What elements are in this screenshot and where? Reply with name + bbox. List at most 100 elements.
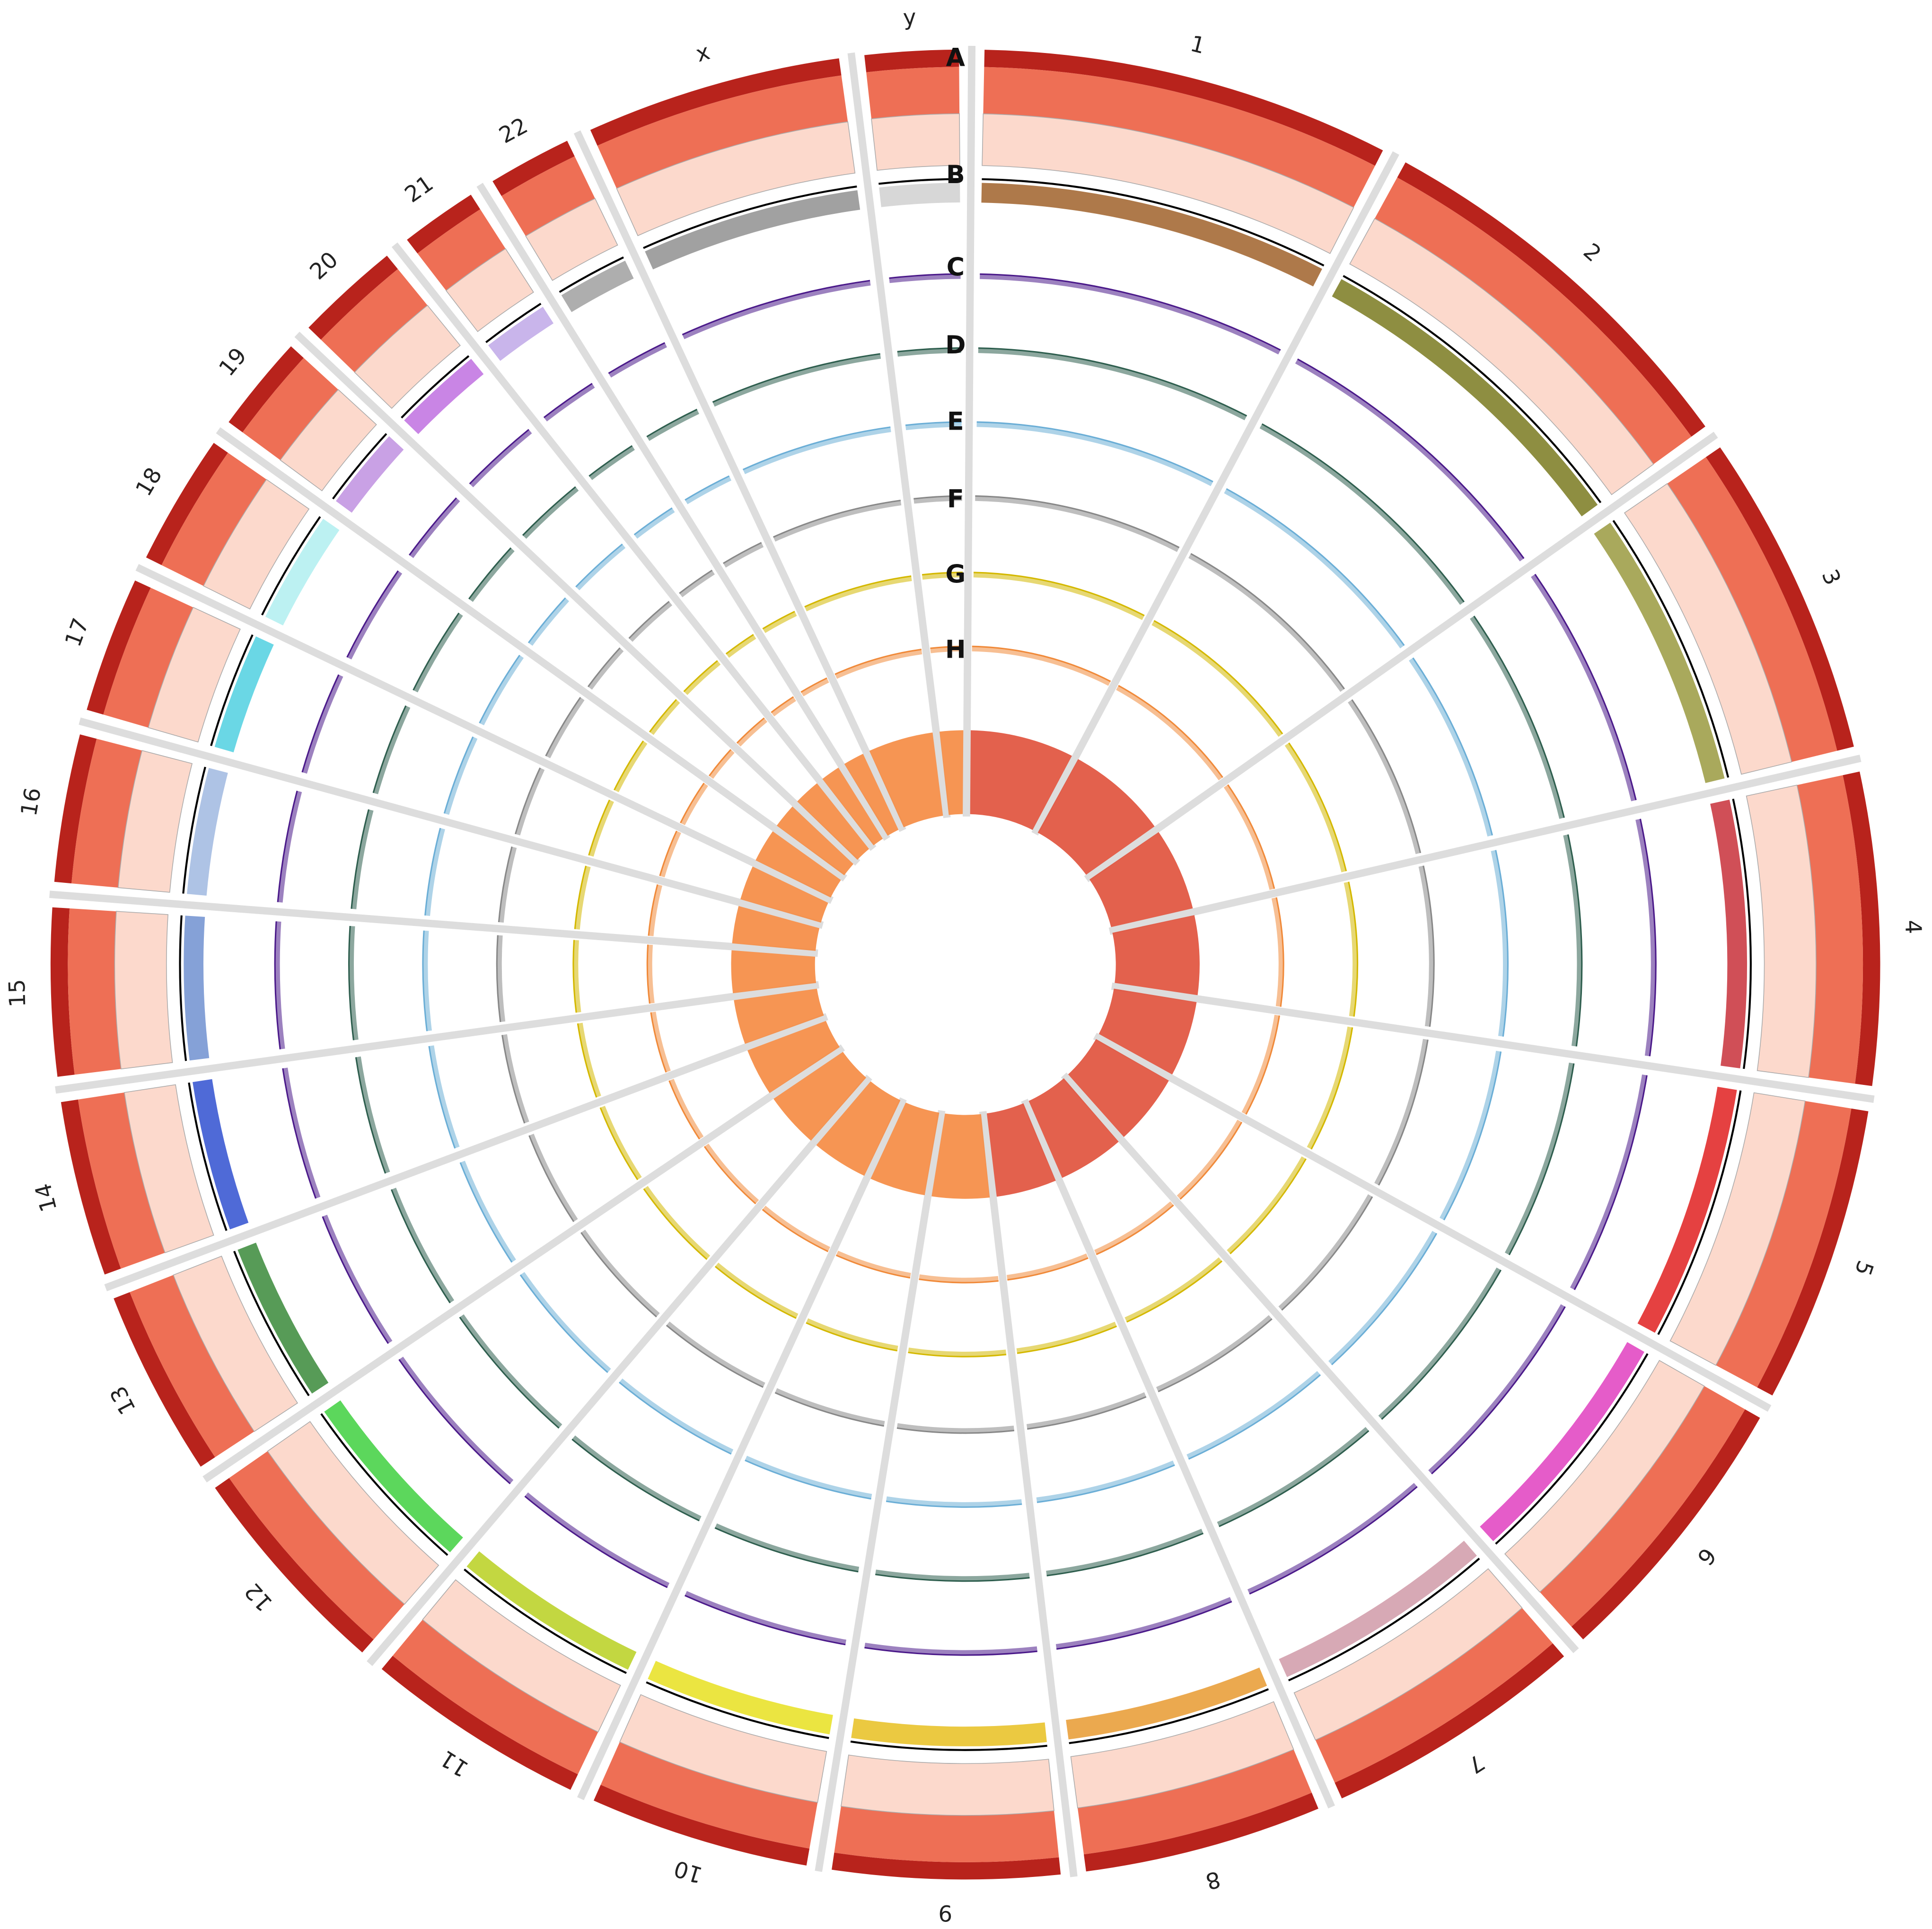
track-baseline: [1027, 1396, 1147, 1430]
heatmap-band: [1037, 759, 1155, 876]
track-baseline: [588, 799, 610, 856]
track-baseline: [774, 1392, 884, 1427]
track-baseline: [496, 935, 501, 1022]
track-baseline: [459, 1316, 560, 1429]
track-baseline: [274, 921, 281, 1049]
outer-band: [1084, 1792, 1318, 1872]
heatmap-band: [816, 1080, 901, 1176]
track-baseline: [771, 696, 794, 713]
gap-line: [104, 1013, 828, 1292]
track-area: [1217, 1427, 1369, 1527]
track-area: [529, 1134, 578, 1222]
outer-area: [242, 358, 339, 460]
track-area: [896, 1423, 1014, 1433]
ideogram-band: [648, 1661, 833, 1735]
outer-band: [87, 580, 151, 715]
heatmap-band: [870, 1102, 940, 1196]
gap-line: [1061, 1072, 1579, 1654]
track-baseline: [649, 699, 677, 733]
density-line: [401, 355, 470, 419]
track-area: [1116, 686, 1223, 781]
track-baseline: [443, 736, 474, 814]
track-area: [278, 791, 302, 903]
outer-band: [215, 1478, 374, 1653]
outer-area: [1797, 775, 1863, 1084]
ideogram-band: [237, 1242, 329, 1394]
density-line: [982, 178, 1325, 267]
inner-area: [616, 121, 856, 237]
track-baseline: [659, 830, 677, 876]
chromosome-label: 15: [4, 978, 31, 1007]
track-area: [897, 348, 961, 357]
outer-area: [501, 156, 595, 237]
ideogram-band: [324, 1400, 463, 1552]
heatmap-band: [869, 732, 945, 828]
track-area: [351, 809, 374, 909]
heatmap-band: [1027, 1078, 1119, 1178]
track-area: [460, 1161, 516, 1262]
outer-area: [1374, 177, 1692, 465]
inner-area: [1746, 784, 1817, 1078]
track-baseline: [712, 353, 880, 403]
ideogram-band: [1710, 800, 1748, 1068]
ideogram-band: [1332, 279, 1598, 517]
density-line: [320, 1413, 448, 1556]
track-area: [889, 274, 961, 283]
track-baseline: [398, 1359, 511, 1485]
density-line: [332, 433, 387, 500]
track-area: [650, 1012, 671, 1073]
gap-line: [1031, 151, 1399, 836]
track-area: [1348, 699, 1421, 854]
track-area: [1247, 1483, 1417, 1594]
outer-band: [407, 194, 481, 254]
track-area: [1156, 1315, 1272, 1392]
track-baseline: [390, 1189, 451, 1304]
track-area: [685, 476, 732, 504]
track-baseline: [1226, 488, 1405, 646]
outer-area: [1315, 1608, 1553, 1783]
track-baseline: [628, 601, 670, 639]
outer-area: [71, 739, 142, 888]
track-area: [429, 1045, 460, 1149]
density-line: [1069, 1688, 1269, 1744]
track-area: [804, 576, 912, 612]
track-baseline: [1229, 1158, 1307, 1254]
track-letter: H: [945, 636, 966, 664]
outer-band: [1571, 1409, 1760, 1639]
track-area: [1378, 1268, 1501, 1419]
track-baseline: [1249, 1486, 1418, 1595]
chromosome-label: 16: [16, 786, 46, 818]
track-baseline: [619, 1382, 732, 1455]
inner-area: [445, 248, 534, 332]
track-area: [1531, 574, 1636, 802]
heatmap-band: [1098, 988, 1197, 1075]
chromosome-label: y: [902, 4, 917, 31]
inner-area: [982, 113, 1354, 254]
track-area: [975, 496, 1179, 552]
outer-band: [146, 443, 228, 565]
track-baseline: [725, 634, 754, 655]
track-baseline: [1443, 1051, 1502, 1221]
track-area: [528, 598, 570, 646]
track-baseline: [519, 1274, 608, 1373]
track-area: [399, 1356, 514, 1484]
track-area: [1227, 1156, 1306, 1254]
track-baseline: [666, 1324, 764, 1388]
track-letter: B: [946, 161, 965, 189]
ideogram-band: [187, 767, 228, 896]
track-area: [502, 1034, 529, 1124]
track-baseline: [723, 542, 762, 564]
track-area: [1151, 620, 1283, 737]
track-baseline: [773, 500, 901, 538]
outer-band: [1705, 447, 1854, 751]
track-baseline: [587, 647, 621, 687]
track-area: [886, 1496, 1022, 1507]
track-baseline: [468, 547, 512, 599]
density-line: [261, 516, 321, 616]
heatmap-band: [734, 987, 824, 1044]
gap-line: [979, 1111, 1078, 1877]
track-baseline: [736, 717, 765, 744]
outer-band: [114, 1292, 215, 1467]
inner-area: [123, 1084, 214, 1253]
